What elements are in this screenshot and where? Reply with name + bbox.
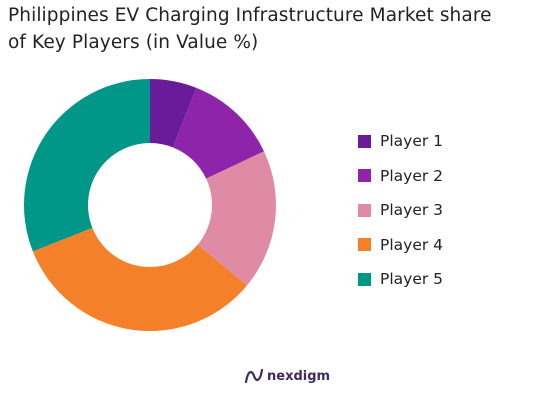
logo-text: nexdigm [267, 368, 331, 384]
legend-item-player-5: Player 5 [358, 262, 443, 297]
legend-swatch [358, 238, 371, 252]
chart-title-line-2: of Key Players (in Value %) [8, 32, 259, 53]
legend-item-player-2: Player 2 [358, 159, 443, 194]
legend-label: Player 4 [380, 235, 444, 254]
nexdigm-logo: nexdigm [244, 366, 330, 386]
legend-item-player-3: Player 3 [358, 193, 443, 228]
donut-slice-player-1 [150, 79, 197, 148]
legend-label: Player 1 [380, 132, 444, 151]
legend-swatch [358, 134, 371, 148]
nexdigm-logo-icon [244, 368, 264, 384]
donut-slice-player-3 [197, 151, 277, 286]
donut-slice-player-2 [172, 87, 265, 179]
donut-slice-player-4 [32, 227, 248, 332]
legend-item-player-4: Player 4 [358, 228, 443, 263]
chart-title: Philippines EV Charging Infrastructure M… [8, 2, 548, 56]
legend-label: Player 3 [380, 201, 444, 220]
legend-swatch [358, 203, 371, 217]
legend-item-player-1: Player 1 [358, 124, 443, 159]
legend-swatch [358, 169, 371, 183]
donut-slice-player-5 [23, 79, 151, 252]
chart-legend: Player 1 Player 2 Player 3 Player 4 Play… [358, 124, 443, 297]
legend-label: Player 5 [380, 270, 444, 289]
chart-title-line-1: Philippines EV Charging Infrastructure M… [8, 5, 492, 26]
legend-label: Player 2 [380, 166, 444, 185]
legend-swatch [358, 272, 371, 286]
